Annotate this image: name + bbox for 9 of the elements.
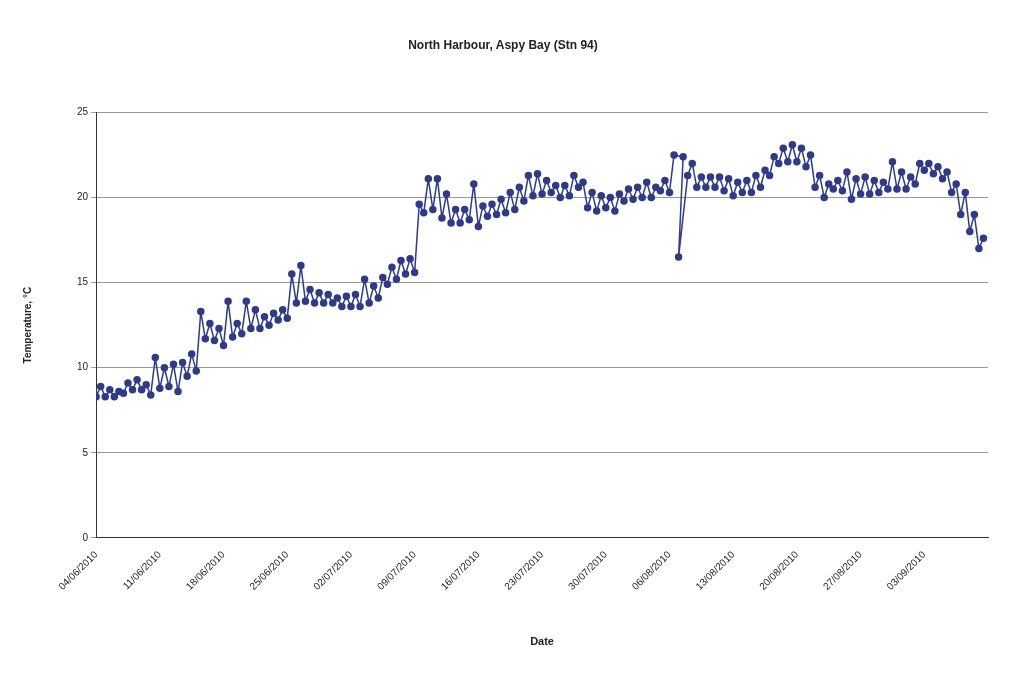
y-tick-label: 10 (77, 361, 89, 373)
y-tick-label: 15 (77, 276, 89, 288)
y-tick-label: 25 (77, 106, 89, 118)
y-tick-label: 5 (82, 446, 89, 458)
x-axis-title: Date (530, 635, 554, 648)
y-tick-label: 20 (77, 191, 89, 203)
y-axis-title: Temperature, °C (21, 286, 33, 364)
y-tick-label: 0 (82, 531, 89, 543)
chart-title: North Harbour, Aspy Bay (Stn 94) (408, 37, 598, 52)
